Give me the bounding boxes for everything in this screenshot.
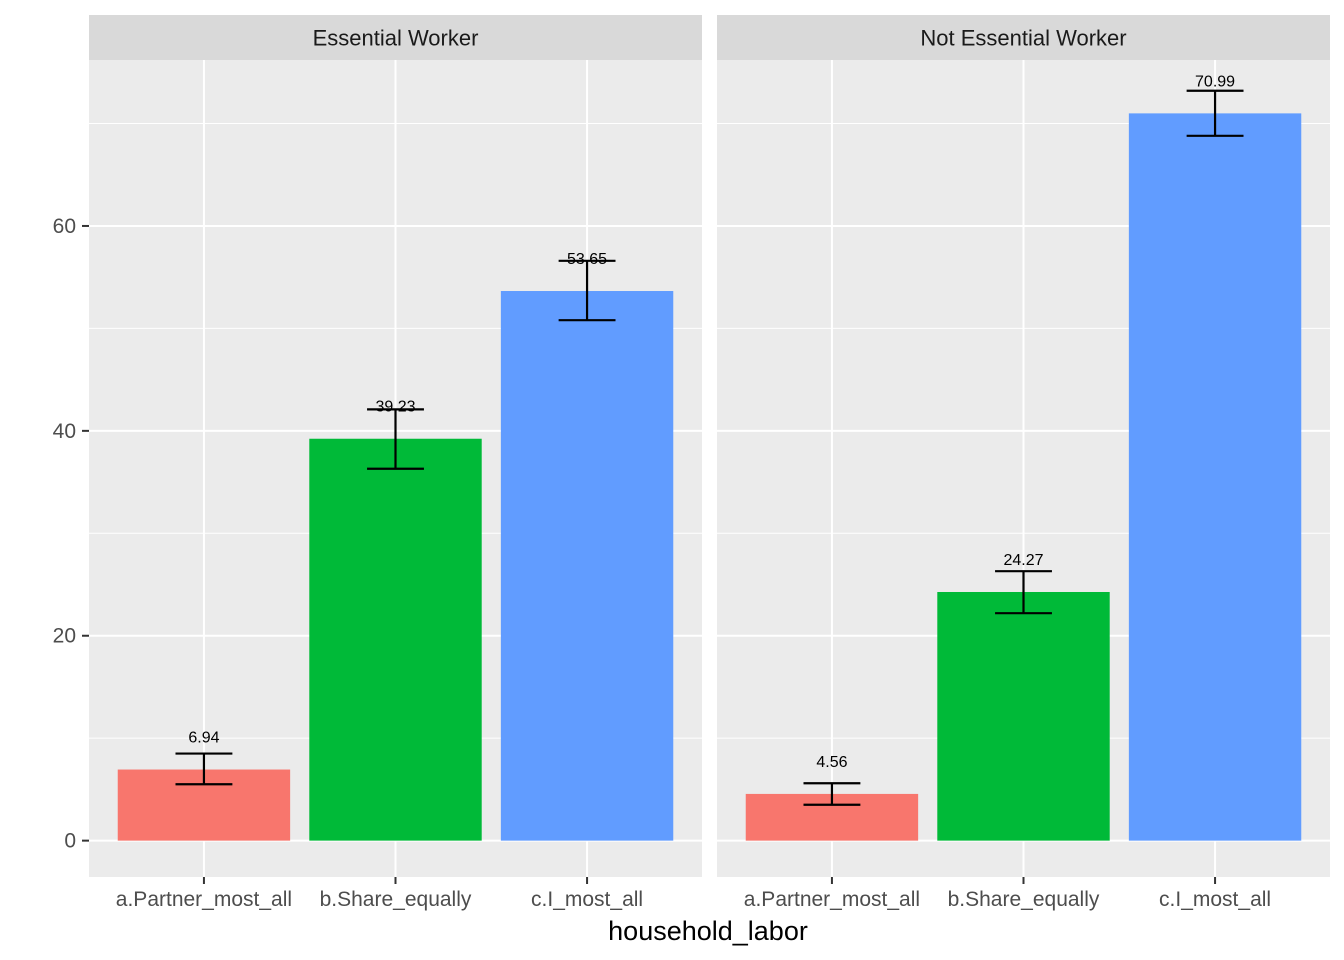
data-label: 6.94 <box>188 730 219 747</box>
facet-strip-label: Essential Worker <box>313 26 479 51</box>
y-axis: 0 20 40 60 <box>53 215 89 853</box>
x-tick-label: a.Partner_most_all <box>744 888 920 911</box>
y-tick-label: 20 <box>53 625 76 648</box>
x-tick-label: a.Partner_most_all <box>116 888 292 911</box>
panels: Essential Worker 6.94 a.Partner_most_all 39… <box>89 15 1330 911</box>
data-label: 53.65 <box>567 251 607 268</box>
data-label: 24.27 <box>1003 552 1043 569</box>
y-tick-label: 40 <box>53 420 76 443</box>
error-bar <box>803 782 861 806</box>
data-label: 70.99 <box>1195 73 1235 90</box>
error-bar <box>367 408 424 470</box>
bar <box>937 591 1110 841</box>
y-tick-label: 60 <box>53 215 76 238</box>
bar <box>500 291 674 841</box>
x-tick-label: b.Share_equally <box>320 888 472 911</box>
facet-strip <box>717 15 1330 60</box>
bar <box>1128 113 1302 841</box>
error-bar <box>1186 89 1244 137</box>
bar <box>309 438 482 841</box>
facet-strip-label: Not Essential Worker <box>920 26 1126 51</box>
facet-strip <box>89 15 702 60</box>
y-tick-label: 0 <box>64 830 76 853</box>
x-tick-label: c.I_most_all <box>1159 888 1271 911</box>
x-tick-label: b.Share_equally <box>948 888 1100 911</box>
panel-2: Not Essential Worker 4.56 a.Partner_most_a… <box>717 15 1330 911</box>
x-tick-label: c.I_most_all <box>531 888 643 911</box>
data-label: 39.23 <box>375 399 415 416</box>
error-bar <box>558 259 616 322</box>
error-bar <box>995 570 1052 615</box>
data-label: 4.56 <box>816 754 847 771</box>
error-bar <box>175 752 233 786</box>
x-axis-title: household_labor <box>608 916 808 946</box>
panel-1: Essential Worker 6.94 a.Partner_most_all 39… <box>89 15 702 911</box>
